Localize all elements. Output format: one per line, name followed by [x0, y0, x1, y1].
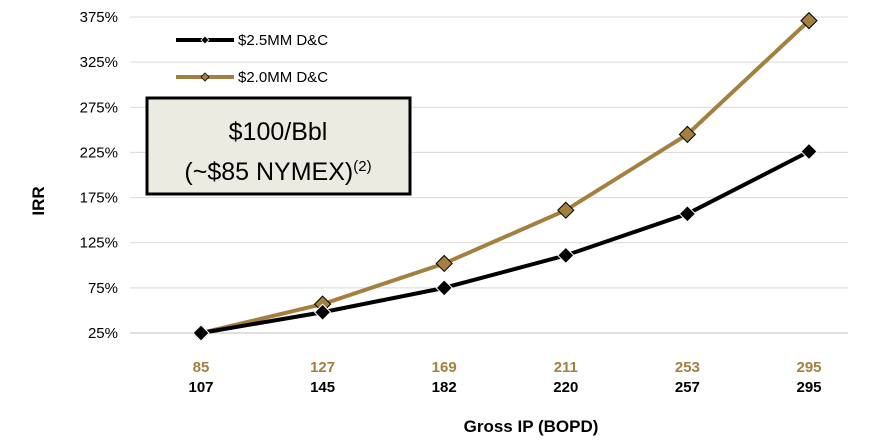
x-label-2mm: 295	[796, 359, 821, 376]
y-tick-label: 375%	[80, 9, 118, 26]
series-line-1	[200, 19, 811, 335]
y-axis-tick-labels: 25% 75% 125% 175% 225% 275% 325% 375%	[80, 9, 118, 342]
series-0-point	[313, 303, 332, 321]
legend-label-2-5mm: $2.5MM D&C	[238, 32, 328, 49]
series-0-point	[192, 324, 210, 342]
x-axis-title: Gross IP (BOPD)	[464, 417, 599, 436]
series-0-point	[800, 142, 818, 161]
x-label-2mm: 127	[310, 359, 335, 376]
legend: $2.5MM D&C $2.0MM D&C	[176, 32, 328, 86]
series-1-point	[557, 201, 575, 219]
y-tick-label: 225%	[80, 144, 118, 161]
y-axis-title: IRR	[29, 186, 48, 215]
series-0-point	[678, 205, 697, 223]
series-1-point	[678, 125, 697, 144]
x-label-2mm: 211	[554, 359, 578, 376]
series-1-point	[435, 254, 453, 273]
x-label-2-5mm: 257	[675, 379, 700, 396]
x-label-2-5mm: 295	[796, 379, 821, 396]
y-tick-label: 325%	[80, 54, 118, 71]
y-tick-label: 275%	[80, 99, 118, 116]
legend-label-2-0mm: $2.0MM D&C	[238, 69, 328, 86]
y-tick-label: 25%	[88, 325, 118, 342]
series-0-point	[557, 246, 575, 265]
x-label-2mm: 253	[675, 359, 700, 376]
annotation-line-2-main: (~$85 NYMEX)	[184, 158, 353, 186]
x-label-2-5mm: 107	[188, 379, 213, 396]
legend-marker-2-0mm	[200, 72, 210, 82]
x-label-2-5mm: 145	[310, 379, 335, 396]
y-tick-label: 125%	[80, 235, 118, 252]
annotation-superscript: (2)	[353, 158, 371, 175]
x-label-2mm: 169	[432, 359, 457, 376]
price-annotation-box: $100/Bbl (~$85 NYMEX)(2)	[145, 96, 412, 196]
series-line-0	[200, 149, 810, 335]
data-series	[192, 11, 818, 342]
x-label-2-5mm: 182	[432, 379, 457, 396]
y-tick-label: 175%	[80, 190, 118, 207]
annotation-line-2: (~$85 NYMEX)(2)	[184, 158, 371, 186]
legend-marker-2-5mm	[200, 35, 210, 45]
x-axis-category-labels: 85 107 127 145 169 182 211 220 253 257 295 295	[188, 359, 821, 396]
y-tick-label: 75%	[88, 280, 118, 297]
annotation-line-1: $100/Bbl	[229, 118, 328, 146]
series-0-point	[435, 279, 453, 297]
series-1-point	[800, 11, 818, 30]
x-label-2mm: 85	[193, 359, 210, 376]
x-label-2-5mm: 220	[553, 379, 578, 396]
